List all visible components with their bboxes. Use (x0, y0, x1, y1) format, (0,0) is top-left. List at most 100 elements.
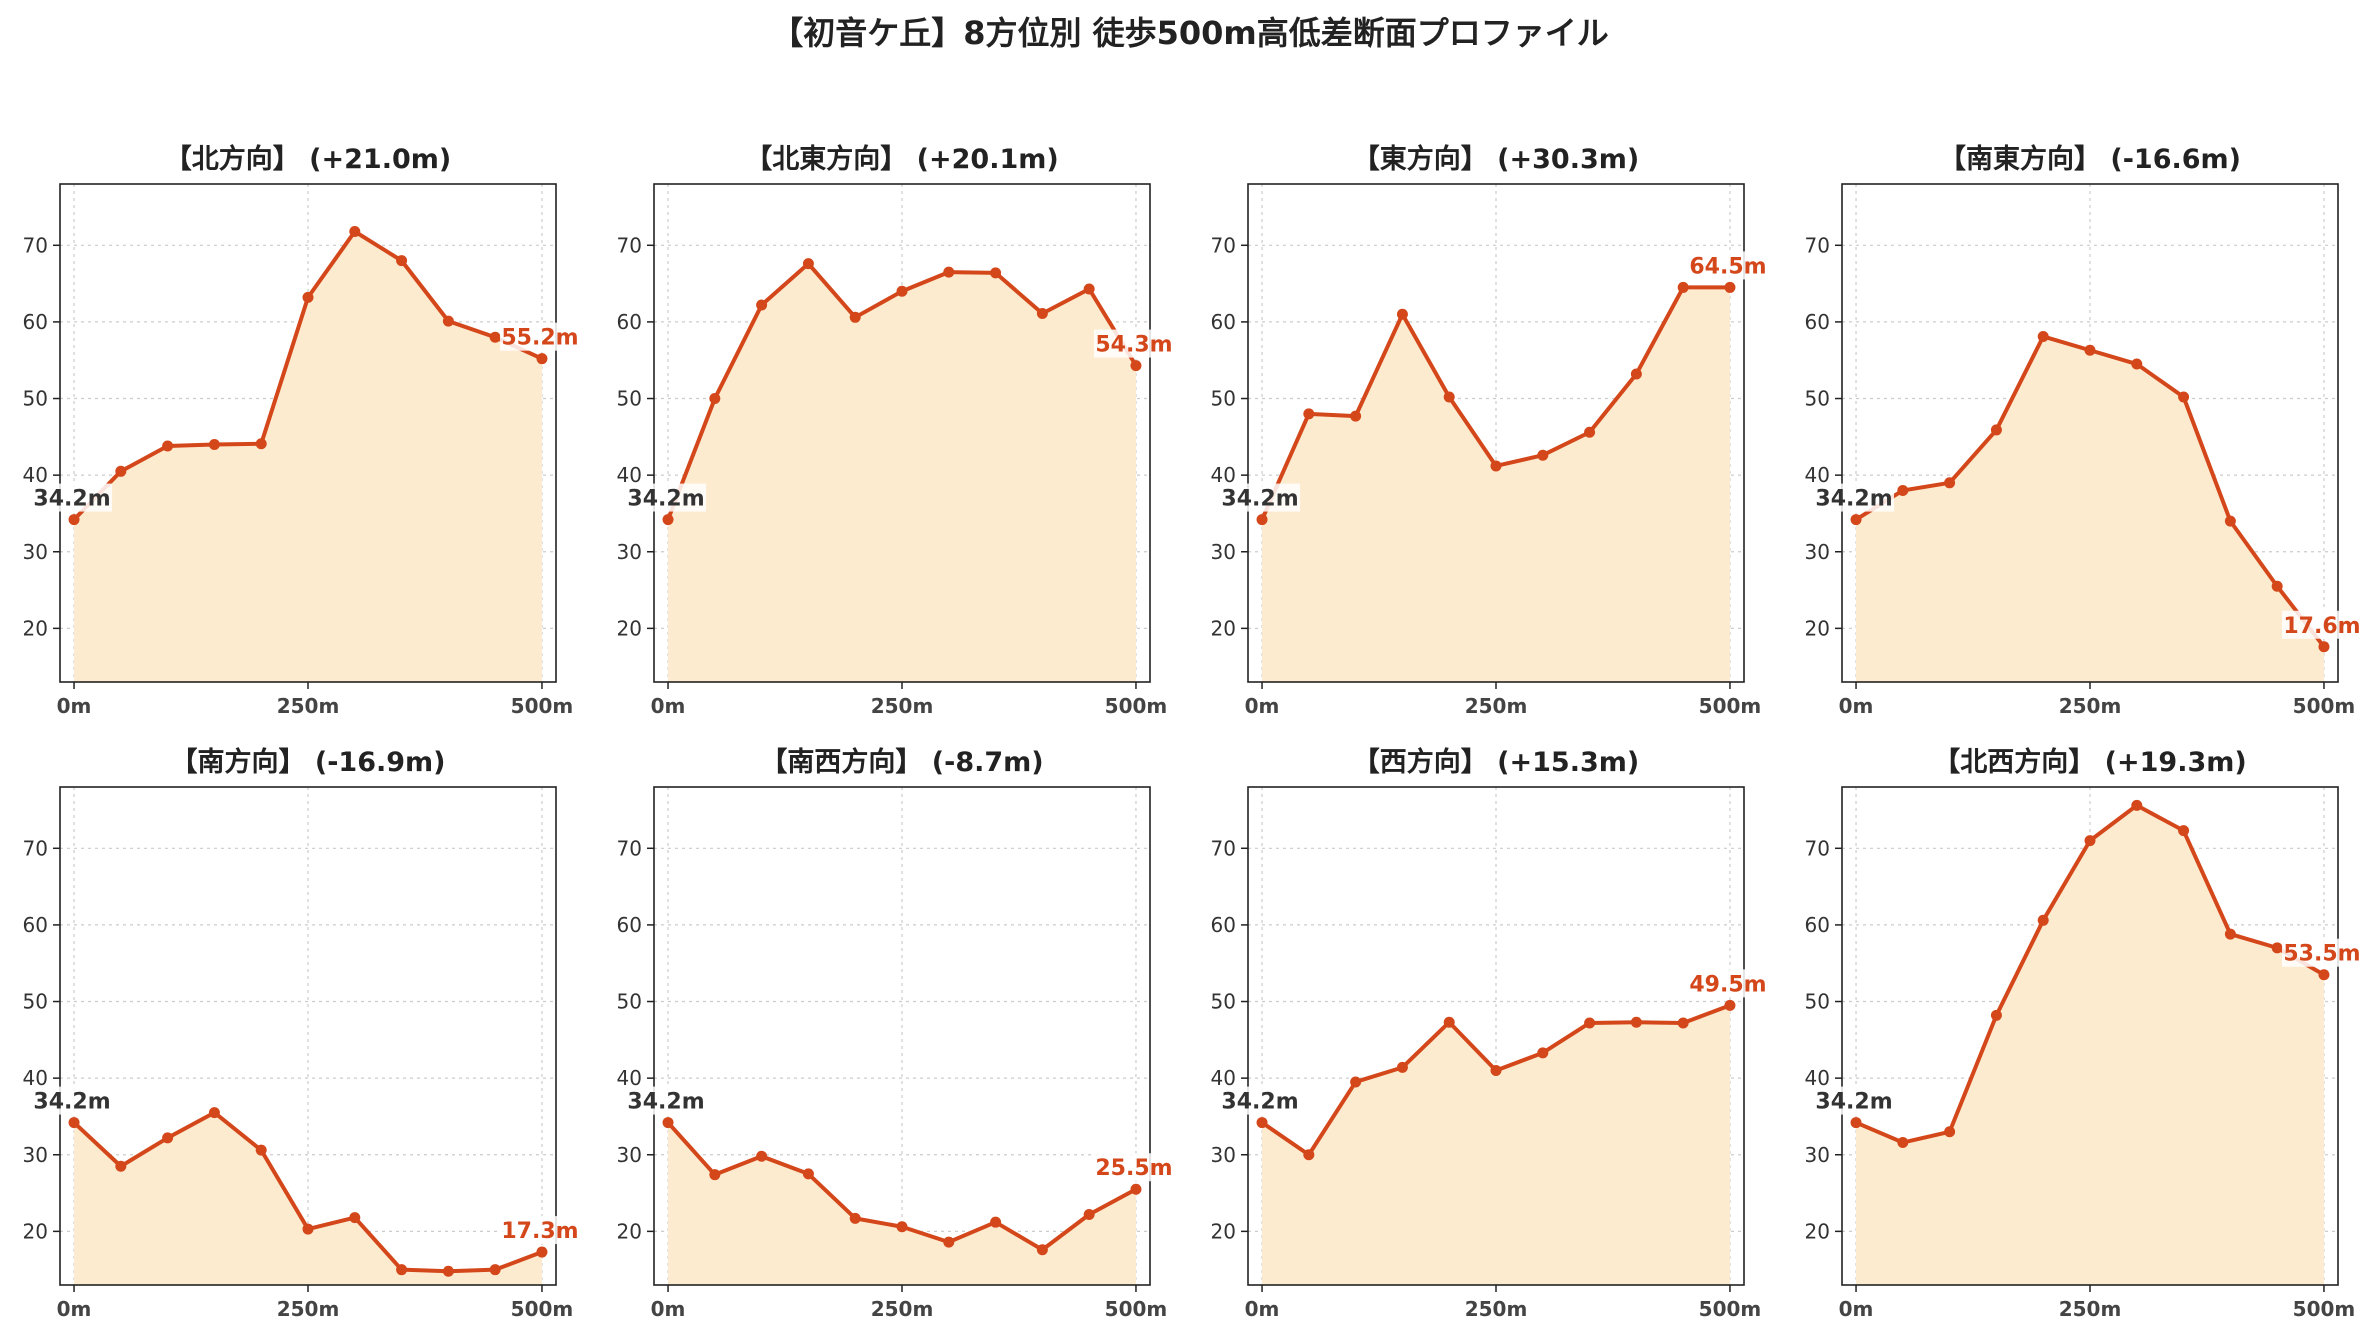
data-point (1724, 281, 1736, 293)
y-tick-label: 20 (1211, 616, 1236, 640)
x-tick-label: 0m (1245, 1297, 1280, 1321)
data-point (208, 1107, 220, 1119)
y-tick-label: 30 (1805, 540, 1830, 564)
data-point (709, 393, 721, 405)
data-point (302, 1223, 314, 1235)
x-tick-label: 250m (1465, 1297, 1528, 1321)
data-point (2037, 914, 2049, 926)
y-tick-label: 30 (23, 1143, 48, 1167)
x-tick-label: 0m (1839, 1297, 1874, 1321)
data-point (2178, 825, 2190, 837)
data-point (849, 1212, 861, 1224)
data-point (849, 311, 861, 323)
y-tick-label: 70 (1211, 233, 1236, 257)
y-tick-label: 40 (1805, 1066, 1830, 1090)
start-label-bg (1220, 1086, 1301, 1115)
data-point (1130, 360, 1142, 372)
data-point (1396, 1061, 1408, 1073)
elevation-area (74, 231, 542, 683)
start-elevation-label: 34.2m (33, 1090, 110, 1115)
data-point (1256, 1117, 1268, 1129)
data-point (1630, 1016, 1642, 1028)
x-tick-label: 250m (871, 694, 934, 718)
data-point (1036, 307, 1048, 319)
data-point (255, 438, 267, 450)
data-point (1897, 1136, 1909, 1148)
data-point (1990, 1009, 2002, 1021)
data-point (802, 258, 814, 270)
y-tick-label: 40 (1211, 1066, 1236, 1090)
data-point (1537, 1047, 1549, 1059)
data-point (489, 1264, 501, 1276)
start-elevation-label: 34.2m (627, 1090, 704, 1115)
data-point (255, 1144, 267, 1156)
elevation-area (74, 1112, 542, 1285)
subplot-title: 【北西方向】 (+19.3m) (1933, 746, 2246, 778)
start-label-bg (1814, 483, 1895, 512)
data-point (68, 1117, 80, 1129)
y-tick-label: 50 (23, 990, 48, 1014)
chart-panel-5: 【南方向】 (-16.9m) 0m 250m 500m 20 30 40 50 60 70 34.2… (23, 746, 580, 1321)
data-point (1584, 1017, 1596, 1029)
y-tick-label: 60 (1211, 310, 1236, 334)
x-tick-label: 500m (511, 1297, 574, 1321)
start-elevation-label: 34.2m (1221, 487, 1298, 512)
chart-panel-6: 【南西方向】 (-8.7m) 0m 250m 500m 20 30 40 50 60 70 34.2… (617, 746, 1174, 1321)
data-point (1897, 484, 1909, 496)
y-tick-label: 20 (1805, 616, 1830, 640)
x-tick-label: 0m (651, 694, 686, 718)
y-tick-label: 50 (1805, 990, 1830, 1014)
x-tick-label: 0m (1245, 694, 1280, 718)
end-label-bg (2281, 938, 2362, 967)
data-point (1036, 1244, 1048, 1256)
start-label-bg (1814, 1086, 1895, 1115)
data-point (2318, 969, 2330, 981)
data-point (2084, 344, 2096, 356)
data-point (536, 353, 548, 365)
data-point (896, 1221, 908, 1233)
data-point (1990, 424, 2002, 436)
start-label-bg (32, 483, 113, 512)
subplot-title: 【西方向】 (+15.3m) (1353, 746, 1639, 778)
data-point (1630, 368, 1642, 380)
elevation-area (668, 263, 1136, 682)
data-point (349, 226, 361, 238)
data-point (1350, 1076, 1362, 1088)
data-point (1256, 514, 1268, 526)
data-point (1677, 1017, 1689, 1029)
y-tick-label: 30 (1211, 540, 1236, 564)
data-point (709, 1169, 721, 1181)
x-tick-label: 500m (1105, 1297, 1168, 1321)
y-tick-label: 30 (23, 540, 48, 564)
y-tick-label: 50 (617, 387, 642, 411)
y-tick-label: 50 (1211, 990, 1236, 1014)
y-tick-label: 40 (617, 463, 642, 487)
end-elevation-label: 17.6m (2283, 614, 2360, 639)
data-point (1083, 1209, 1095, 1221)
data-point (1130, 1183, 1142, 1195)
start-label-bg (1220, 483, 1301, 512)
y-tick-label: 30 (1211, 1143, 1236, 1167)
data-point (115, 465, 127, 477)
data-point (442, 1265, 454, 1277)
data-point (2224, 928, 2236, 940)
end-elevation-label: 49.5m (1689, 972, 1766, 997)
subplot-title: 【北東方向】 (+20.1m) (745, 143, 1058, 175)
start-label-bg (32, 1086, 113, 1115)
subplot-title: 【南方向】 (-16.9m) (170, 746, 445, 778)
y-tick-label: 20 (23, 616, 48, 640)
y-tick-label: 20 (1805, 1219, 1830, 1243)
start-label-bg (626, 1086, 707, 1115)
x-tick-label: 0m (57, 694, 92, 718)
data-point (68, 514, 80, 526)
y-tick-label: 30 (617, 540, 642, 564)
end-elevation-label: 55.2m (501, 326, 578, 351)
data-point (1303, 408, 1315, 420)
x-tick-label: 0m (1839, 694, 1874, 718)
y-tick-label: 40 (617, 1066, 642, 1090)
end-elevation-label: 64.5m (1689, 254, 1766, 279)
data-point (662, 514, 674, 526)
data-point (1443, 1016, 1455, 1028)
data-point (990, 267, 1002, 279)
